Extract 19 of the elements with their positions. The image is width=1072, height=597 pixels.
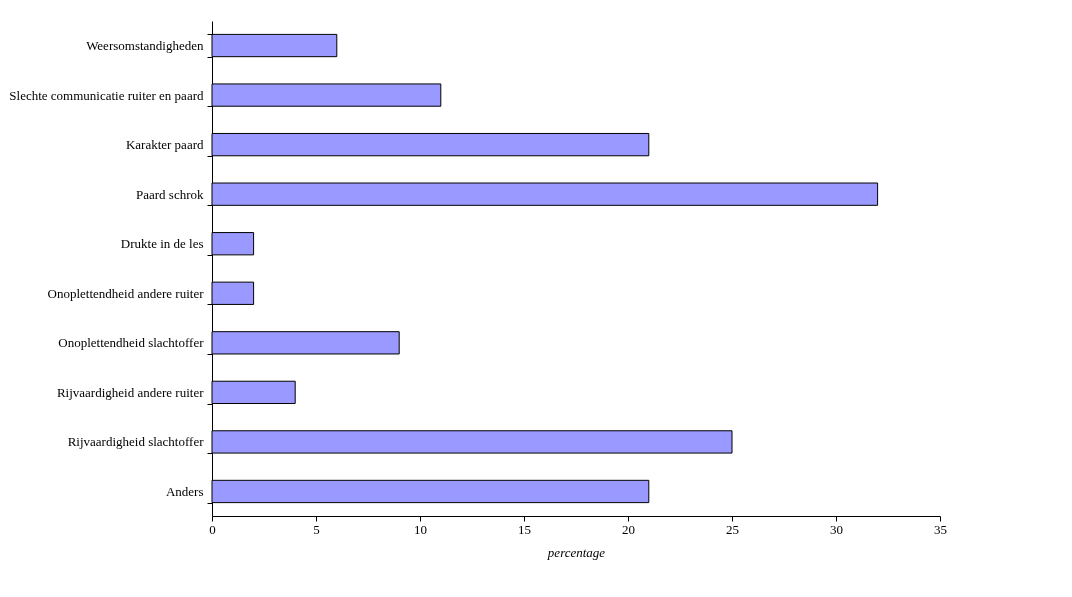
x-axis-title: percentage — [546, 544, 606, 560]
x-tick-label: 20 — [622, 521, 635, 537]
y-tick-label: Karakter paard — [125, 137, 204, 153]
y-tick-label: Rijvaardigheid slachtoffer — [67, 434, 205, 450]
y-tick-label: Onoplettendheid slachtoffer — [58, 335, 205, 351]
y-tick-label: Drukte in de les — [120, 236, 204, 252]
x-tick-label: 30 — [830, 521, 843, 537]
x-tick-label: 25 — [726, 521, 739, 537]
y-tick-label: Anders — [165, 483, 204, 499]
x-tick-label: 0 — [209, 521, 216, 537]
x-tick-label: 5 — [313, 521, 320, 537]
y-tick-label: Weersomstandigheden — [86, 38, 204, 54]
y-tick-label: Rijvaardigheid andere ruiter — [56, 384, 205, 400]
x-tick-label: 15 — [518, 521, 531, 537]
y-tick-label: Slechte communicatie ruiter en paard — [9, 87, 204, 103]
y-tick-label: Onoplettendheid andere ruiter — [47, 285, 205, 301]
y-tick-label: Paard schrok — [135, 186, 204, 202]
x-tick-label: 35 — [934, 521, 947, 537]
x-tick-label: 10 — [414, 521, 427, 537]
